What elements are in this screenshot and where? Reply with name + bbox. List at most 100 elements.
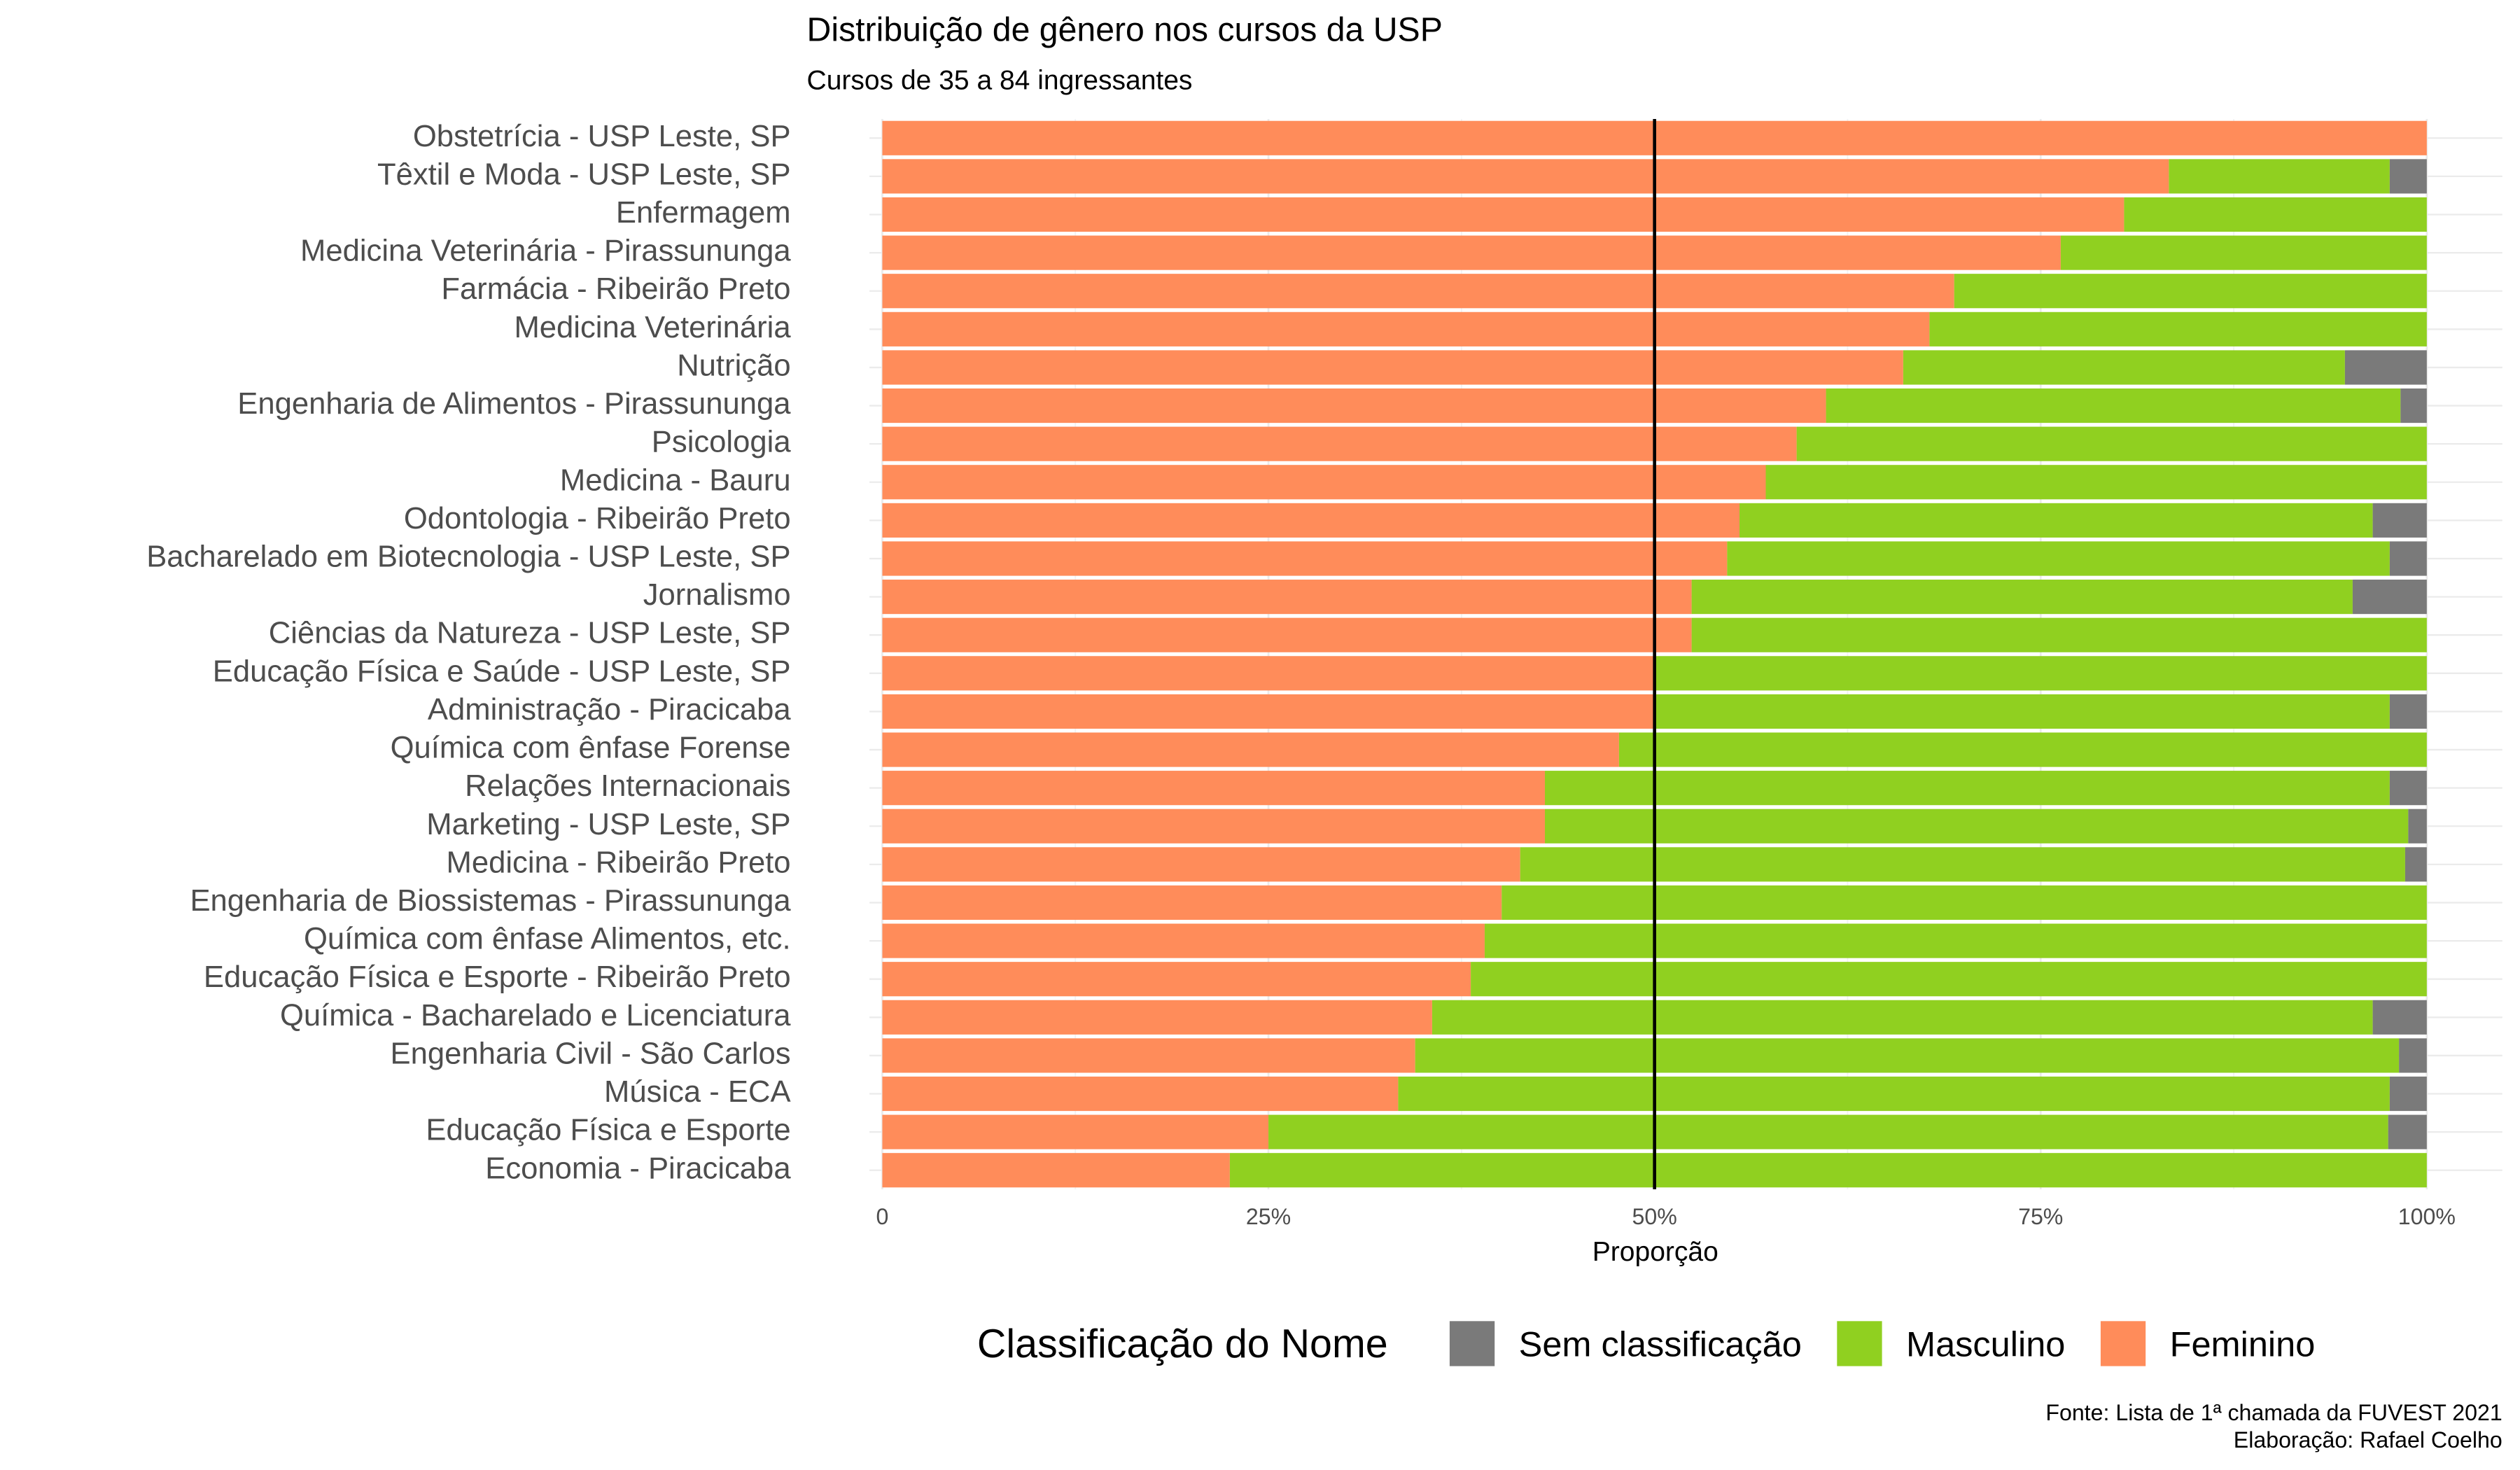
bar-segment (882, 1076, 1399, 1112)
legend-title: Classificação do Nome (977, 1322, 1388, 1366)
bar-segment (2389, 771, 2427, 806)
legend-label: Feminino (2170, 1324, 2316, 1364)
y-tick-label: Medicina Veterinária (514, 311, 791, 344)
bar-segment (1929, 312, 2427, 346)
bar-segment (882, 694, 1655, 729)
bar-segment (1544, 808, 2409, 844)
bar-segment (2408, 808, 2427, 844)
y-tick-label: Medicina - Bauru (560, 463, 791, 497)
bar-segment (1654, 656, 2427, 691)
bar-segment (2404, 847, 2427, 882)
legend-swatch (2100, 1321, 2146, 1366)
y-tick-label: Engenharia Civil - São Carlos (391, 1037, 791, 1070)
y-tick-label: Medicina Veterinária - Pirassununga (300, 234, 791, 268)
bar-segment (2388, 1114, 2427, 1149)
y-tick-label: Têxtil e Moda - USP Leste, SP (377, 158, 791, 191)
bar-segment (1654, 694, 2390, 729)
bar-segment (882, 732, 1619, 767)
y-tick-label: Música - ECA (604, 1075, 791, 1109)
bar-segment (1484, 923, 2427, 958)
bar-segment (882, 312, 1930, 346)
legend-label: Sem classificação (1519, 1324, 1802, 1364)
bar-segment (882, 580, 1692, 615)
bar-segment (1398, 1076, 2390, 1112)
bar-segment (2399, 1038, 2427, 1073)
bar-segment (1691, 617, 2427, 652)
bar-segment (882, 235, 2061, 270)
caption: Elaboração: Rafael Coelho (2234, 1427, 2502, 1452)
bar-segment (882, 388, 1826, 424)
y-tick-label: Jornalismo (643, 578, 791, 612)
bar-segment (1796, 426, 2427, 461)
bar-segment (2372, 503, 2427, 538)
y-tick-label: Engenharia de Biossistemas - Pirassunung… (190, 884, 791, 918)
bar-segment (2389, 159, 2427, 194)
bar-segment (882, 1153, 1230, 1188)
chart-subtitle: Cursos de 35 a 84 ingressantes (807, 65, 1193, 95)
bar-segment (2352, 580, 2427, 615)
y-tick-label: Enfermagem (616, 196, 791, 230)
y-tick-label: Educação Física e Esporte (426, 1114, 790, 1147)
bar-segment (882, 465, 1766, 500)
bar-segment (1415, 1038, 2400, 1073)
bar-segment (2389, 694, 2427, 729)
bar-segment (1954, 274, 2427, 309)
bar-segment (882, 771, 1545, 806)
y-tick-label: Ciências da Natureza - USP Leste, SP (269, 617, 791, 650)
y-tick-label: Farmácia - Ribeirão Preto (441, 272, 790, 306)
bar-segment (2344, 350, 2427, 385)
bar-segment (1432, 1000, 2373, 1035)
bars (882, 120, 2427, 1188)
y-tick-label: Educação Física e Saúde - USP Leste, SP (213, 654, 791, 688)
x-tick-label: 100% (2398, 1204, 2456, 1229)
bar-segment (882, 426, 1797, 461)
x-tick-label: 75% (2018, 1204, 2063, 1229)
bar-segment (882, 962, 1471, 997)
y-tick-label: Relações Internacionais (465, 769, 790, 803)
chart-title: Distribuição de gênero nos cursos da USP (807, 11, 1443, 49)
bar-segment (2124, 197, 2427, 232)
bar-segment (1691, 580, 2353, 615)
bar-segment (1765, 465, 2427, 500)
bar-segment (2389, 541, 2427, 576)
bar-segment (882, 847, 1520, 882)
y-tick-label: Bacharelado em Biotecnologia - USP Leste… (146, 540, 790, 574)
bar-segment (1229, 1153, 2427, 1188)
bar-segment (1471, 962, 2427, 997)
y-tick-label: Psicologia (652, 426, 792, 459)
bar-segment (1544, 771, 2390, 806)
legend-label: Masculino (1906, 1324, 2065, 1364)
bar-segment (882, 197, 2124, 232)
x-tick-label: 50% (1632, 1204, 1676, 1229)
bar-segment (1727, 541, 2390, 576)
bar-segment (882, 1038, 1415, 1073)
bar-segment (882, 808, 1545, 844)
bar-segment (882, 923, 1485, 958)
bar-segment (882, 274, 1954, 309)
bar-segment (882, 617, 1692, 652)
bar-segment (882, 885, 1502, 920)
bar-segment (882, 1114, 1269, 1149)
bar-segment (882, 541, 1728, 576)
x-tick-label: 0 (876, 1204, 889, 1229)
legend-swatch (1449, 1321, 1495, 1366)
y-tick-label: Nutrição (677, 349, 790, 382)
legend-swatch (1837, 1321, 1882, 1366)
y-tick-label: Química com ênfase Alimentos, etc. (304, 923, 791, 956)
bar-segment (2400, 388, 2427, 424)
y-tick-label: Marketing - USP Leste, SP (426, 808, 790, 841)
y-tick-label: Educação Física e Esporte - Ribeirão Pre… (204, 960, 791, 994)
bar-segment (1502, 885, 2427, 920)
bar-segment (882, 503, 1740, 538)
bar-segment (1903, 350, 2345, 385)
bar-segment (1739, 503, 2373, 538)
y-tick-label: Engenharia de Alimentos - Pirassununga (237, 387, 791, 421)
bar-segment (882, 656, 1655, 691)
bar-segment (882, 1000, 1432, 1035)
overlay: 0 25% 50% 75% 100% Obstetrícia - USP Leste, S… (146, 118, 2456, 1366)
bar-segment (2372, 1000, 2427, 1035)
bar-segment (1618, 732, 2427, 767)
y-tick-label: Química - Bacharelado e Licenciatura (280, 999, 791, 1032)
bar-segment (1826, 388, 2401, 424)
